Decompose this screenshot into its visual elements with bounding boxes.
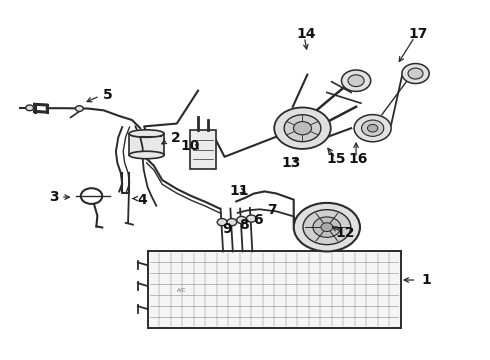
Circle shape bbox=[75, 106, 83, 111]
Text: 10: 10 bbox=[181, 139, 200, 153]
Circle shape bbox=[237, 216, 246, 224]
Circle shape bbox=[227, 219, 237, 226]
Circle shape bbox=[294, 122, 312, 135]
Text: 2: 2 bbox=[171, 131, 181, 145]
Text: 3: 3 bbox=[49, 190, 59, 204]
Text: 8: 8 bbox=[239, 218, 249, 231]
Text: 17: 17 bbox=[408, 27, 428, 41]
Ellipse shape bbox=[129, 130, 164, 137]
Text: 5: 5 bbox=[103, 88, 113, 102]
Circle shape bbox=[303, 210, 351, 245]
Circle shape bbox=[354, 114, 391, 142]
Text: 15: 15 bbox=[327, 152, 346, 166]
Circle shape bbox=[217, 219, 227, 226]
Text: 4: 4 bbox=[138, 193, 147, 207]
Circle shape bbox=[246, 215, 256, 222]
Text: 7: 7 bbox=[267, 203, 277, 217]
Ellipse shape bbox=[129, 151, 164, 159]
Text: 13: 13 bbox=[282, 156, 301, 170]
Circle shape bbox=[284, 115, 321, 142]
Text: A/C: A/C bbox=[177, 287, 186, 292]
Circle shape bbox=[342, 70, 371, 91]
Text: 16: 16 bbox=[348, 152, 368, 166]
Circle shape bbox=[294, 203, 360, 251]
Text: 6: 6 bbox=[253, 213, 263, 227]
Circle shape bbox=[313, 217, 341, 237]
Text: 9: 9 bbox=[222, 222, 232, 236]
Bar bbox=[191, 130, 216, 169]
Circle shape bbox=[348, 75, 364, 87]
Circle shape bbox=[408, 68, 423, 79]
Circle shape bbox=[321, 223, 333, 231]
Circle shape bbox=[368, 125, 378, 132]
Text: 11: 11 bbox=[229, 184, 249, 198]
Text: 14: 14 bbox=[296, 27, 316, 41]
Text: 1: 1 bbox=[421, 273, 431, 287]
Bar bbox=[147, 251, 401, 328]
Text: 12: 12 bbox=[335, 226, 355, 240]
Circle shape bbox=[402, 64, 429, 84]
Circle shape bbox=[362, 120, 384, 136]
Circle shape bbox=[274, 108, 331, 149]
Bar bbox=[129, 134, 164, 155]
Circle shape bbox=[26, 105, 33, 111]
